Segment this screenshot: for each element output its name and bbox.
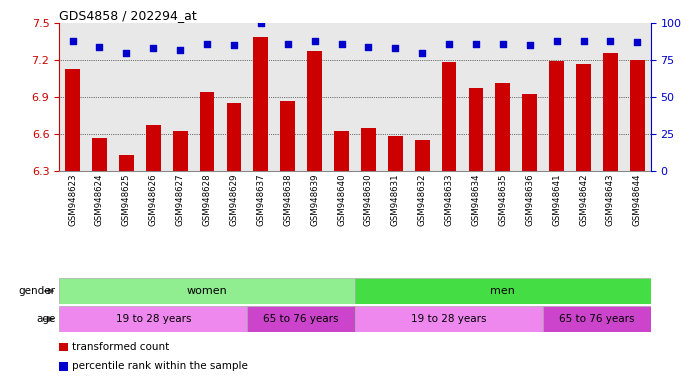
Text: 65 to 76 years: 65 to 76 years: [263, 314, 339, 324]
Point: [94, 44, 105, 50]
Bar: [415, 140, 429, 171]
Text: GDS4858 / 202294_at: GDS4858 / 202294_at: [59, 9, 197, 22]
Point: [255, 20, 267, 26]
Point: [202, 41, 213, 47]
Bar: [468, 88, 483, 171]
Point: [336, 41, 347, 47]
Bar: [543, 306, 651, 332]
Bar: [92, 137, 107, 171]
Point: [578, 38, 589, 44]
Point: [309, 38, 320, 44]
Text: 65 to 76 years: 65 to 76 years: [559, 314, 635, 324]
Point: [175, 46, 186, 53]
Point: [363, 44, 374, 50]
Point: [551, 38, 562, 44]
Point: [524, 42, 535, 48]
Bar: [523, 94, 537, 171]
Bar: [334, 131, 349, 171]
Point: [67, 38, 78, 44]
Bar: [59, 278, 355, 304]
Bar: [227, 103, 242, 171]
Bar: [603, 53, 618, 171]
Bar: [65, 69, 80, 171]
Bar: [119, 155, 134, 171]
Text: women: women: [187, 286, 228, 296]
Bar: [173, 131, 187, 171]
Text: age: age: [36, 314, 56, 324]
Point: [498, 41, 509, 47]
Bar: [549, 61, 564, 171]
Bar: [361, 128, 376, 171]
Point: [443, 41, 454, 47]
Text: percentile rank within the sample: percentile rank within the sample: [72, 361, 248, 371]
Bar: [442, 63, 457, 171]
Bar: [630, 60, 644, 171]
Point: [605, 38, 616, 44]
Bar: [59, 343, 68, 351]
Text: men: men: [491, 286, 515, 296]
Bar: [247, 306, 355, 332]
Point: [282, 41, 293, 47]
Bar: [59, 362, 68, 371]
Text: 19 to 28 years: 19 to 28 years: [116, 314, 191, 324]
Bar: [59, 306, 247, 332]
Bar: [355, 306, 543, 332]
Bar: [146, 125, 161, 171]
Bar: [388, 136, 403, 171]
Bar: [200, 92, 214, 171]
Text: transformed count: transformed count: [72, 342, 170, 352]
Bar: [576, 64, 591, 171]
Bar: [496, 83, 510, 171]
Point: [148, 45, 159, 51]
Point: [121, 50, 132, 56]
Bar: [280, 101, 295, 171]
Text: 19 to 28 years: 19 to 28 years: [411, 314, 487, 324]
Bar: [355, 278, 651, 304]
Bar: [253, 36, 268, 171]
Point: [632, 39, 643, 45]
Point: [470, 41, 482, 47]
Point: [390, 45, 401, 51]
Point: [228, 42, 239, 48]
Text: gender: gender: [19, 286, 56, 296]
Point: [417, 50, 428, 56]
Bar: [307, 51, 322, 171]
